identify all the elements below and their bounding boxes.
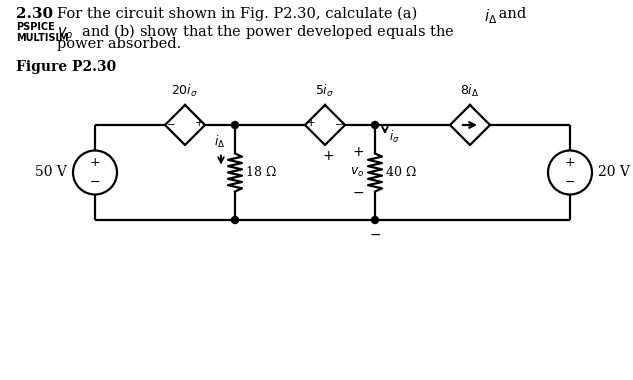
Text: 40 Ω: 40 Ω bbox=[386, 166, 417, 179]
Text: +: + bbox=[565, 156, 575, 169]
Text: $8i_\Delta$: $8i_\Delta$ bbox=[460, 83, 480, 99]
Text: 18 Ω: 18 Ω bbox=[246, 166, 277, 179]
Text: For the circuit shown in Fig. P2.30, calculate (a): For the circuit shown in Fig. P2.30, cal… bbox=[57, 7, 422, 21]
Circle shape bbox=[372, 217, 379, 223]
Text: +: + bbox=[353, 146, 364, 160]
Circle shape bbox=[232, 122, 239, 128]
Text: $-$: $-$ bbox=[334, 118, 344, 128]
Text: $+$: $+$ bbox=[194, 117, 204, 128]
Text: $v_o$  and (b) show that the power developed equals the: $v_o$ and (b) show that the power develo… bbox=[57, 22, 455, 41]
Text: −: − bbox=[369, 228, 381, 242]
Text: −: − bbox=[353, 185, 364, 200]
Text: and: and bbox=[494, 7, 526, 21]
Text: $i_\Delta$: $i_\Delta$ bbox=[213, 135, 225, 150]
Text: MULTISIM: MULTISIM bbox=[16, 33, 68, 43]
Text: −: − bbox=[565, 176, 575, 189]
Text: +: + bbox=[90, 156, 100, 169]
Circle shape bbox=[372, 122, 379, 128]
Text: 50 V: 50 V bbox=[35, 166, 67, 179]
Text: $v_o$: $v_o$ bbox=[349, 166, 364, 179]
Text: Figure P2.30: Figure P2.30 bbox=[16, 60, 116, 74]
Text: PSPICE: PSPICE bbox=[16, 22, 54, 32]
Text: −: − bbox=[90, 176, 100, 189]
Text: 2.30: 2.30 bbox=[16, 7, 53, 21]
Text: +: + bbox=[322, 149, 334, 163]
Text: 20 V: 20 V bbox=[598, 166, 630, 179]
Text: power absorbed.: power absorbed. bbox=[57, 37, 181, 51]
Text: $i_\Delta$: $i_\Delta$ bbox=[484, 7, 498, 26]
Text: $5i_\sigma$: $5i_\sigma$ bbox=[315, 83, 335, 99]
Text: $-$: $-$ bbox=[166, 118, 176, 128]
Circle shape bbox=[232, 217, 239, 223]
Text: $20i_\sigma$: $20i_\sigma$ bbox=[172, 83, 199, 99]
Text: $i_\sigma$: $i_\sigma$ bbox=[389, 129, 399, 145]
Text: $+$: $+$ bbox=[306, 117, 316, 128]
